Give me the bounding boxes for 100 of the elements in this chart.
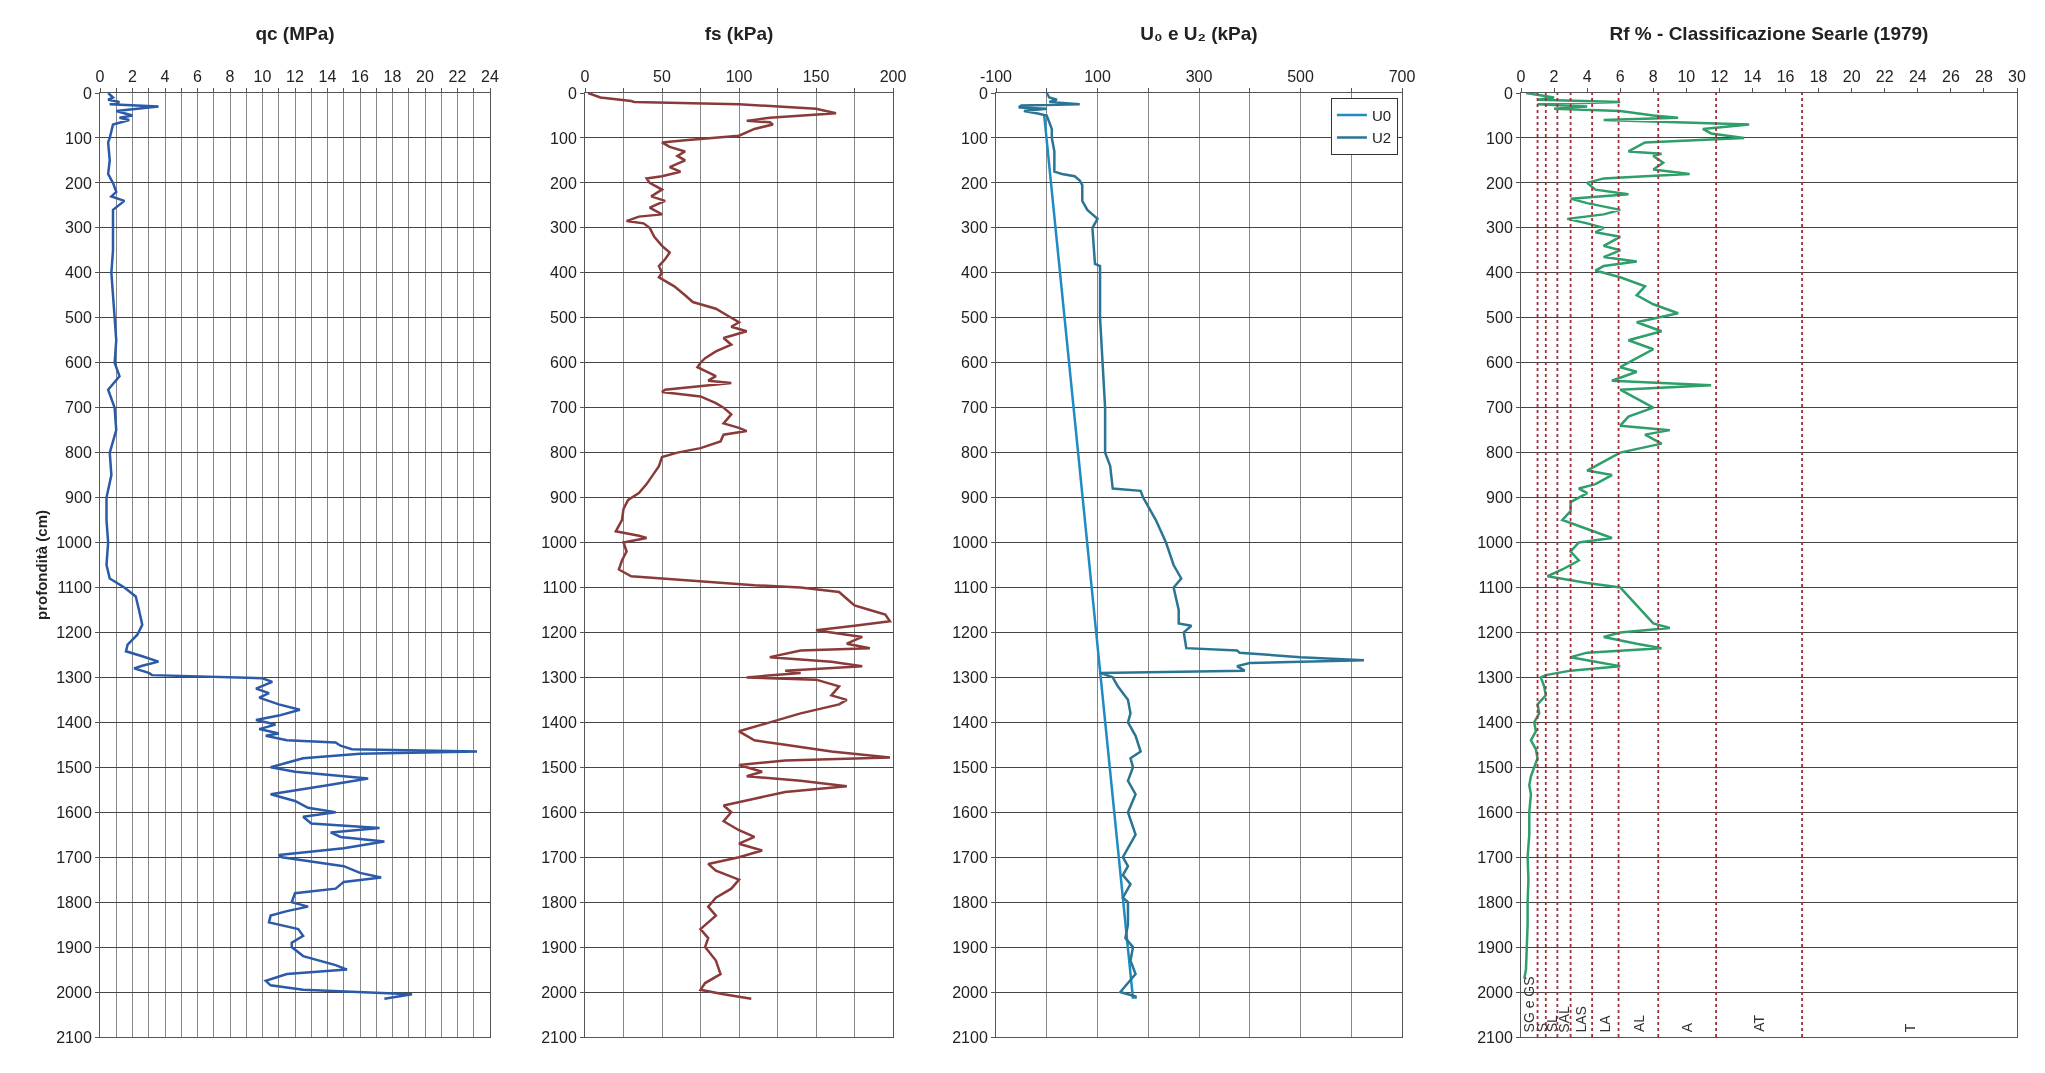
y-tick-label: 1000 [952, 534, 988, 552]
legend-label: U2 [1371, 129, 1392, 147]
y-tick-label: 2000 [1477, 983, 1513, 1001]
y-tick-label: 500 [961, 309, 988, 327]
y-axis-title: profondità (cm) [33, 510, 51, 620]
y-tick-label: 1100 [542, 579, 577, 597]
y-tick-label: 300 [65, 219, 92, 237]
y-tick-label: 2000 [952, 983, 988, 1001]
x-tick-label: 14 [1743, 67, 1762, 85]
x-tick-label: 2 [128, 67, 138, 85]
x-tick-label: -100 [979, 67, 1013, 85]
y-tick-label: 1000 [56, 534, 92, 552]
y-tick-label: 800 [550, 444, 577, 462]
y-tick-label: 300 [961, 219, 988, 237]
y-tick-label: 100 [961, 129, 988, 147]
y-tick-label: 0 [567, 84, 577, 102]
y-tick-label: 1200 [1477, 624, 1513, 642]
y-tick-label: 1800 [952, 893, 988, 911]
x-tick-label: 700 [1388, 67, 1416, 85]
x-tick-label: 200 [879, 67, 907, 85]
y-tick-label: 1100 [953, 579, 988, 597]
legend-label: U0 [1371, 106, 1392, 124]
x-tick-label: 0 [1516, 67, 1526, 85]
y-tick-label: 1800 [541, 893, 577, 911]
chart-title: Rf % - Classificazione Searle (1979) [1609, 23, 1929, 45]
y-tick-label: 900 [65, 489, 92, 507]
x-tick-label: 4 [1582, 67, 1592, 85]
y-tick-label: 2100 [1477, 1028, 1513, 1046]
y-tick-label: 200 [961, 174, 988, 192]
x-tick-label: 28 [1975, 67, 1993, 85]
y-tick-label: 1400 [56, 713, 92, 731]
y-tick-label: 600 [961, 354, 988, 372]
x-tick-label: 16 [351, 67, 369, 85]
y-tick-label: 100 [550, 129, 577, 147]
y-tick-label: 400 [550, 264, 577, 282]
x-tick-label: 100 [725, 67, 753, 85]
y-tick-label: 1500 [56, 758, 92, 776]
x-tick-label: 12 [1710, 67, 1729, 85]
x-tick-label: 24 [481, 67, 499, 85]
y-tick-label: 100 [1486, 129, 1513, 147]
y-tick-label: 0 [1503, 84, 1513, 102]
y-tick-label: 1600 [1477, 803, 1513, 821]
y-tick-label: 300 [1486, 219, 1513, 237]
line-series [586, 93, 892, 1001]
y-tick-label: 0 [978, 84, 988, 102]
x-tick-label: 22 [448, 67, 467, 85]
y-tick-label: 1200 [541, 624, 577, 642]
x-tick-label: 50 [653, 67, 671, 85]
y-tick-label: 1700 [952, 848, 988, 866]
y-tick-label: 1500 [952, 758, 988, 776]
x-tick-label: 6 [1615, 67, 1625, 85]
annotation: AL [1630, 1014, 1647, 1033]
annotation: SG e GS [1521, 976, 1538, 1033]
annotation: SAL [1556, 1005, 1573, 1033]
x-tick-label: 0 [580, 67, 590, 85]
x-tick-label: 12 [286, 67, 304, 85]
y-tick-label: 2100 [56, 1028, 92, 1046]
y-tick-label: 800 [65, 444, 92, 462]
annotation: T [1901, 1023, 1918, 1033]
y-tick-label: 1200 [952, 624, 988, 642]
y-tick-label: 600 [1486, 354, 1513, 372]
y-tick-label: 1700 [1477, 848, 1513, 866]
x-tick-label: 24 [1908, 67, 1927, 85]
x-tick-label: 8 [1648, 67, 1658, 85]
y-tick-label: 800 [961, 444, 988, 462]
y-tick-label: 500 [1486, 309, 1513, 327]
y-tick-label: 1600 [541, 803, 577, 821]
chart-title: fs (kPa) [704, 23, 774, 45]
annotation: LA [1597, 1014, 1614, 1033]
y-tick-label: 1900 [952, 938, 988, 956]
y-tick-label: 900 [550, 489, 577, 507]
y-tick-label: 1600 [56, 803, 92, 821]
x-tick-label: 30 [2008, 67, 2026, 85]
y-tick-label: 600 [65, 354, 92, 372]
x-tick-label: 14 [318, 67, 337, 85]
y-tick-label: 1000 [541, 534, 577, 552]
x-tick-label: 0 [95, 67, 105, 85]
x-tick-label: 20 [1842, 67, 1861, 85]
y-tick-label: 1700 [541, 848, 577, 866]
y-tick-label: 1400 [952, 713, 988, 731]
y-tick-label: 200 [65, 174, 92, 192]
y-tick-label: 1900 [541, 938, 577, 956]
y-tick-label: 2000 [541, 983, 577, 1001]
y-tick-label: 2100 [541, 1028, 577, 1046]
y-tick-label: 1200 [56, 624, 92, 642]
y-tick-label: 900 [1486, 489, 1513, 507]
y-tick-label: 1500 [541, 758, 577, 776]
x-tick-label: 150 [802, 67, 830, 85]
y-tick-label: 700 [1486, 399, 1513, 417]
x-tick-label: 500 [1287, 67, 1314, 85]
x-tick-label: 8 [225, 67, 235, 85]
y-tick-label: 200 [550, 174, 577, 192]
x-tick-label: 100 [1084, 67, 1111, 85]
y-tick-label: 1100 [1478, 579, 1513, 597]
annotation: A [1678, 1022, 1695, 1033]
y-tick-label: 700 [65, 399, 92, 417]
y-tick-label: 100 [65, 129, 92, 147]
y-tick-label: 1300 [1477, 668, 1513, 686]
y-tick-label: 400 [961, 264, 988, 282]
y-tick-label: 1400 [541, 713, 577, 731]
